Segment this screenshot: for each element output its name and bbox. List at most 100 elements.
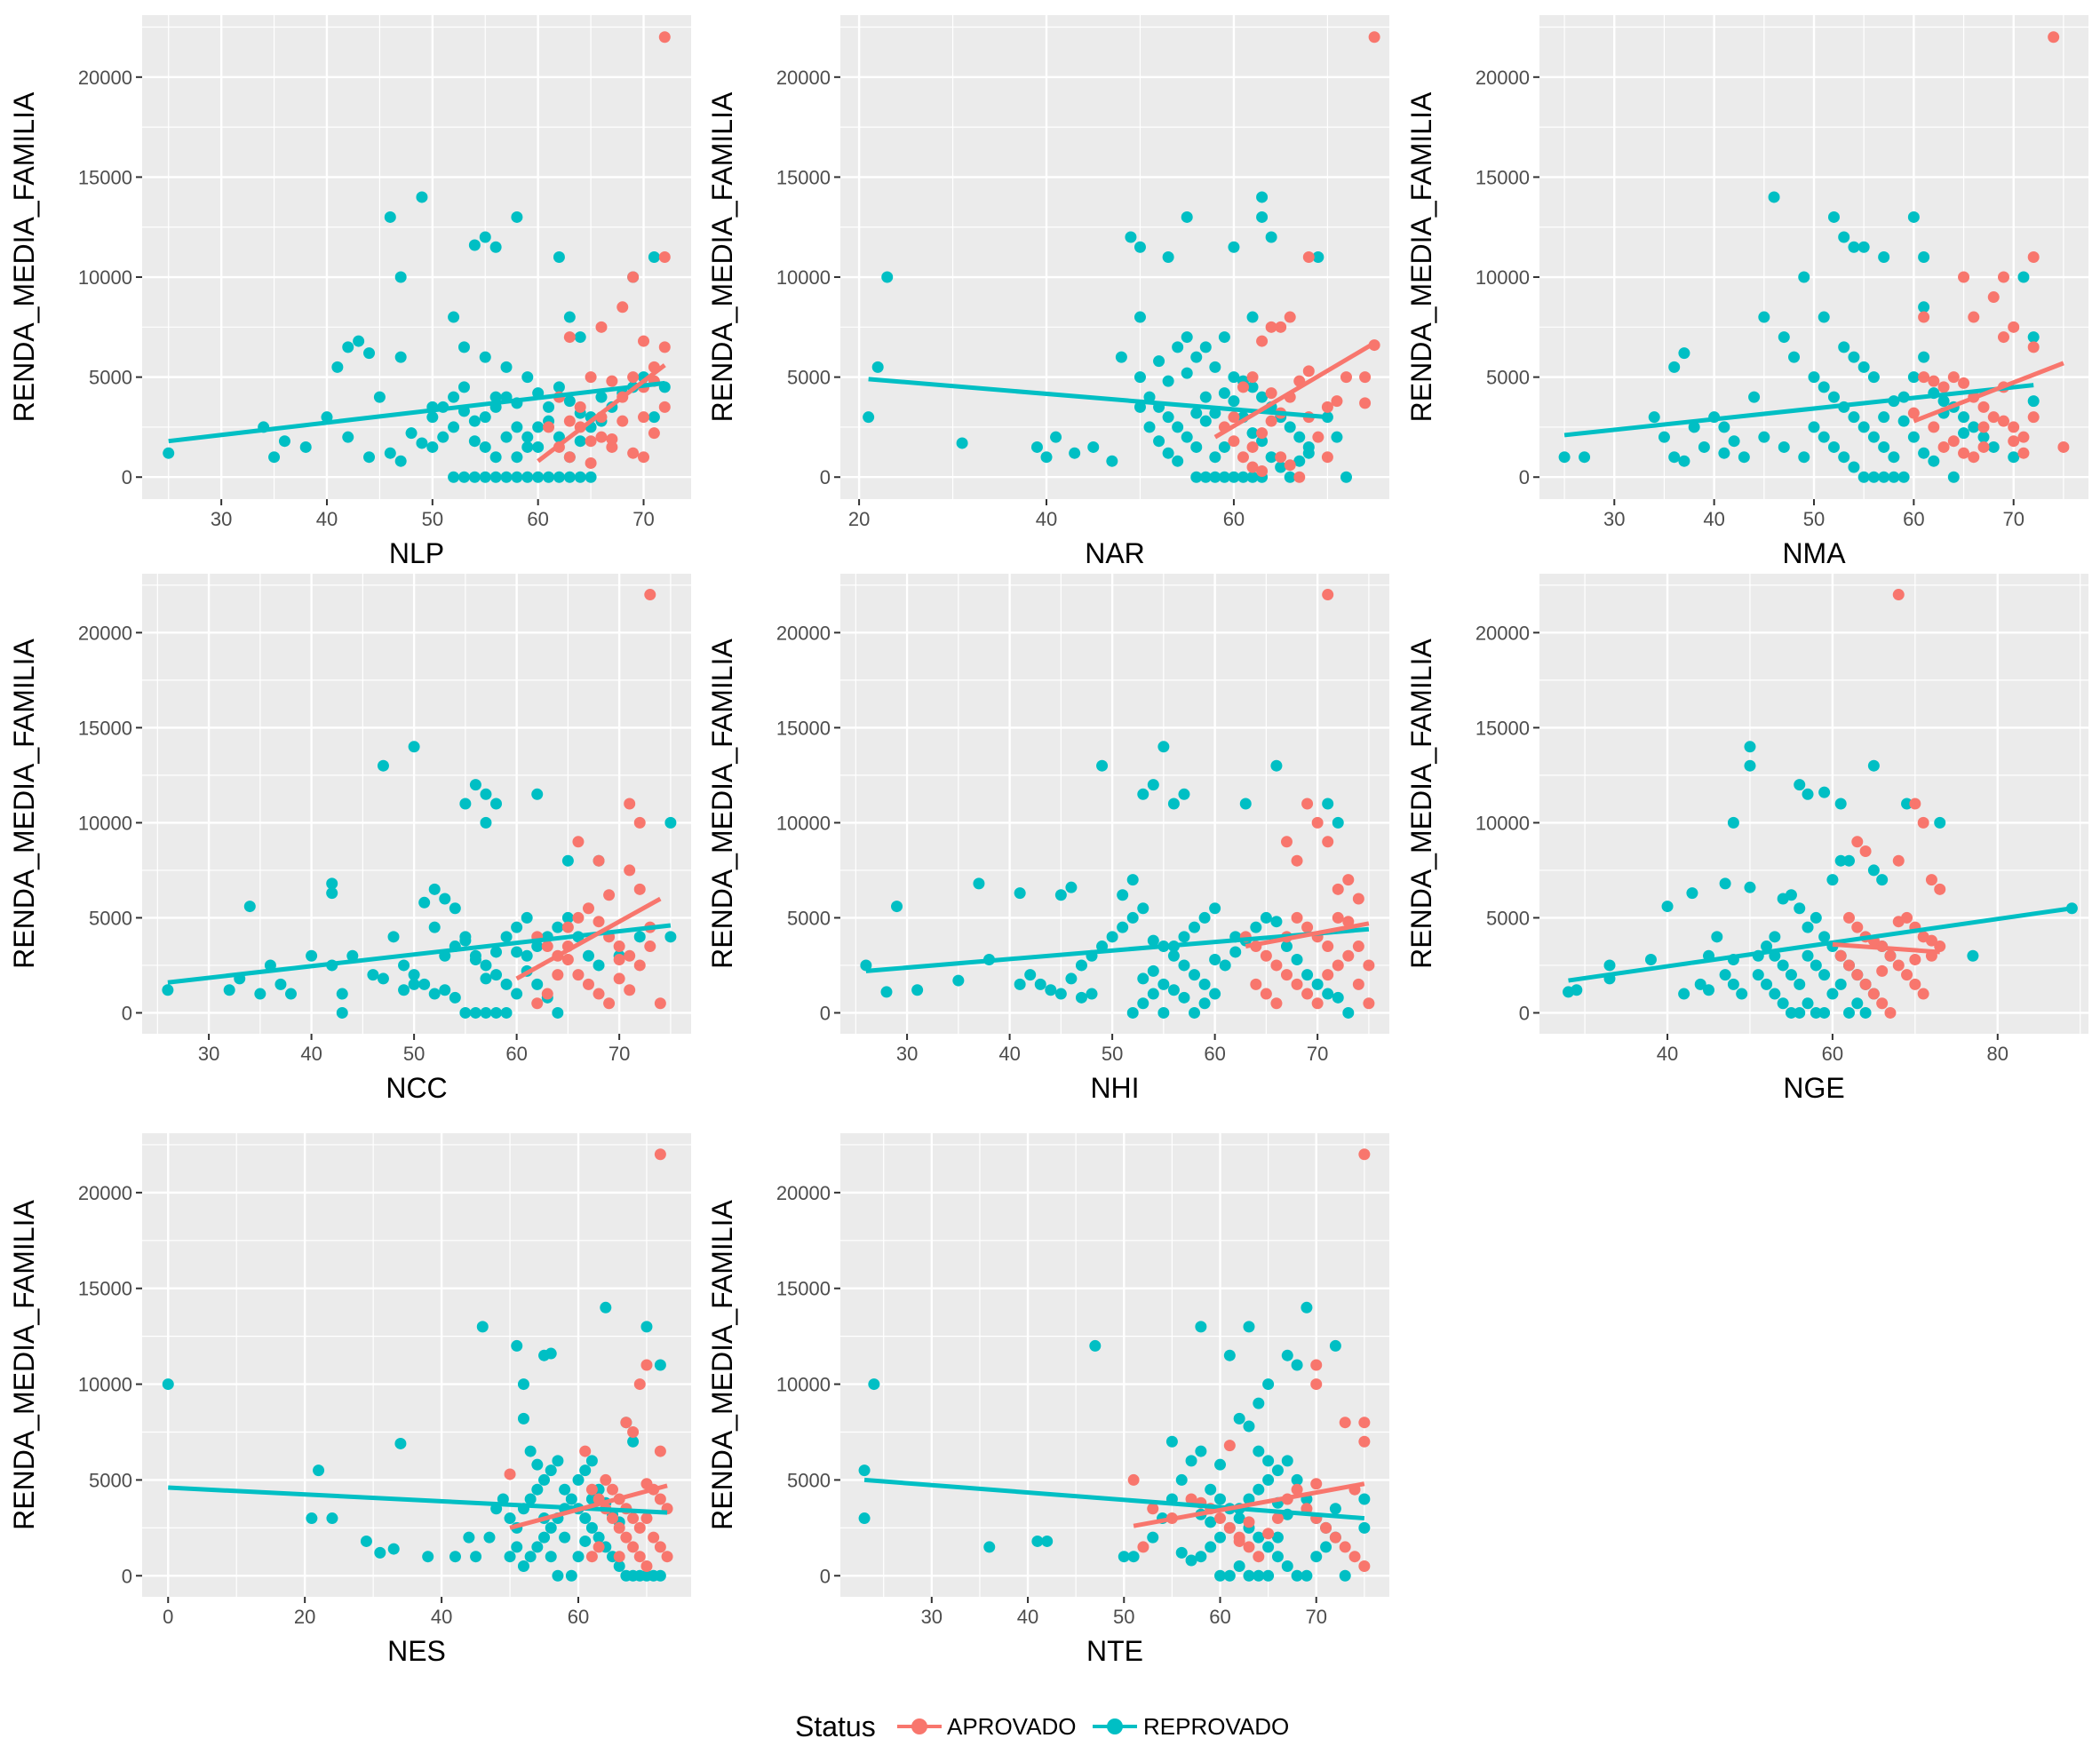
point-reprovado xyxy=(1967,949,1979,962)
point-reprovado xyxy=(868,1378,880,1391)
point-aprovado xyxy=(1291,978,1303,990)
point-reprovado xyxy=(336,988,348,1000)
point-reprovado xyxy=(1678,455,1690,467)
panel-nar: 20 40 60 0 5000 10000 15000 20000 NAR RENDA_MEDIA… xyxy=(706,15,1389,569)
point-reprovado xyxy=(1648,411,1660,424)
point-reprovado xyxy=(1147,934,1159,947)
point-reprovado xyxy=(448,311,460,323)
point-aprovado xyxy=(1918,311,1930,323)
point-reprovado xyxy=(1167,798,1180,810)
point-aprovado xyxy=(1352,978,1364,990)
point-aprovado xyxy=(1937,440,1950,453)
point-reprovado xyxy=(1218,471,1230,483)
point-reprovado xyxy=(387,1543,400,1555)
point-reprovado xyxy=(489,241,502,253)
legend-label-aprovado: APROVADO xyxy=(947,1713,1076,1740)
point-reprovado xyxy=(1205,1516,1217,1528)
point-aprovado xyxy=(1834,949,1847,962)
x-tick-label: 30 xyxy=(896,1043,918,1065)
point-reprovado xyxy=(545,1464,557,1477)
point-reprovado xyxy=(1851,997,1864,1010)
point-reprovado xyxy=(517,1560,529,1572)
point-reprovado xyxy=(860,959,872,972)
point-reprovado xyxy=(858,1464,871,1477)
point-reprovado xyxy=(531,1483,544,1496)
point-reprovado xyxy=(563,471,576,483)
point-aprovado xyxy=(561,921,574,933)
point-reprovado xyxy=(1907,210,1920,223)
point-aprovado xyxy=(640,1359,653,1371)
x-tick-label: 60 xyxy=(1822,1043,1843,1065)
point-reprovado xyxy=(398,984,410,996)
point-reprovado xyxy=(1233,1412,1245,1425)
point-reprovado xyxy=(1857,421,1870,433)
point-reprovado xyxy=(1250,921,1262,933)
point-reprovado xyxy=(1246,311,1259,323)
point-reprovado xyxy=(469,1006,481,1019)
point-reprovado xyxy=(1329,1339,1341,1352)
point-reprovado xyxy=(521,911,533,924)
point-aprovado xyxy=(574,401,586,413)
point-reprovado xyxy=(1087,440,1100,453)
point-reprovado xyxy=(1218,440,1230,453)
point-reprovado xyxy=(1834,978,1847,990)
y-tick-label: 5000 xyxy=(787,367,831,389)
point-aprovado xyxy=(585,1483,598,1496)
point-reprovado xyxy=(1761,978,1773,990)
panel-background xyxy=(840,1133,1389,1597)
point-reprovado xyxy=(1907,431,1920,443)
point-reprovado xyxy=(1209,902,1221,915)
point-reprovado xyxy=(1818,381,1830,393)
point-aprovado xyxy=(1256,427,1269,440)
point-reprovado xyxy=(479,411,491,424)
x-axis-title: NAR xyxy=(1085,537,1145,569)
y-tick-label: 20000 xyxy=(776,67,831,89)
point-aprovado xyxy=(640,1478,653,1490)
point-reprovado xyxy=(1243,1420,1255,1433)
point-reprovado xyxy=(1275,461,1287,473)
fit-line-reprovado xyxy=(168,380,665,444)
point-reprovado xyxy=(1209,471,1221,483)
point-reprovado xyxy=(574,471,586,483)
x-tick-label: 50 xyxy=(1102,1043,1123,1065)
point-aprovado xyxy=(1310,1478,1323,1490)
point-reprovado xyxy=(1228,241,1240,253)
point-aprovado xyxy=(541,988,553,1000)
point-aprovado xyxy=(1987,291,2000,304)
point-reprovado xyxy=(1947,471,1960,483)
point-aprovado xyxy=(563,451,576,464)
point-reprovado xyxy=(1115,351,1127,363)
point-reprovado xyxy=(313,1464,325,1477)
point-reprovado xyxy=(1134,311,1146,323)
point-aprovado xyxy=(1876,964,1889,977)
point-reprovado xyxy=(1157,741,1170,753)
point-reprovado xyxy=(1878,251,1890,263)
point-aprovado xyxy=(1901,911,1913,924)
point-aprovado xyxy=(644,941,656,953)
y-axis-title: RENDA_MEDIA_FAMILIA xyxy=(8,1200,40,1530)
point-reprovado xyxy=(1157,978,1170,990)
point-reprovado xyxy=(1848,241,1860,253)
fit-line-aprovado xyxy=(509,1483,668,1530)
point-aprovado xyxy=(633,1378,646,1391)
point-reprovado xyxy=(973,877,985,890)
point-reprovado xyxy=(1802,921,1814,933)
point-reprovado xyxy=(2017,271,2030,283)
point-reprovado xyxy=(1195,1551,1207,1563)
point-reprovado xyxy=(1162,411,1174,424)
point-aprovado xyxy=(1909,954,1921,966)
y-tick-label: 5000 xyxy=(89,907,132,929)
point-reprovado xyxy=(1223,1569,1236,1582)
panel-background xyxy=(142,15,691,499)
point-aprovado xyxy=(1901,969,1913,981)
point-reprovado xyxy=(1818,931,1831,943)
point-aprovado xyxy=(1352,941,1364,953)
y-tick-label: 15000 xyxy=(776,1278,831,1300)
point-reprovado xyxy=(2008,451,2020,464)
point-reprovado xyxy=(627,1435,640,1448)
point-reprovado xyxy=(353,335,365,347)
point-aprovado xyxy=(593,988,605,1000)
point-aprovado xyxy=(1977,440,1990,453)
point-reprovado xyxy=(1761,941,1773,953)
point-aprovado xyxy=(582,978,594,990)
